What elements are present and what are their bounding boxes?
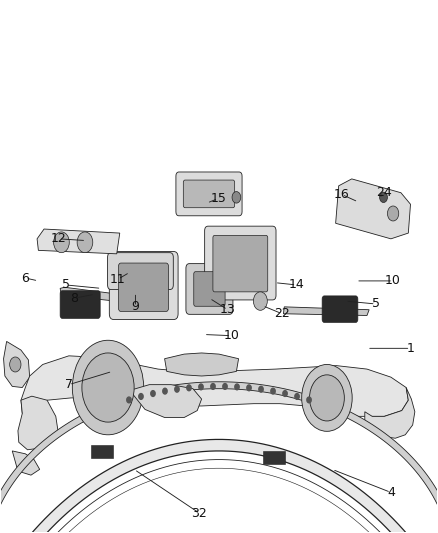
Polygon shape [12, 451, 40, 475]
Text: 24: 24 [376, 186, 392, 199]
FancyBboxPatch shape [184, 180, 235, 208]
Polygon shape [4, 342, 30, 387]
FancyBboxPatch shape [213, 236, 268, 292]
Circle shape [271, 388, 275, 394]
Polygon shape [18, 396, 58, 450]
Text: 22: 22 [274, 307, 290, 320]
Bar [262, 451, 285, 464]
Text: 14: 14 [289, 278, 304, 292]
Text: 16: 16 [334, 188, 350, 201]
Circle shape [223, 384, 227, 389]
Circle shape [77, 232, 93, 253]
Circle shape [127, 397, 131, 403]
Text: 9: 9 [131, 300, 139, 313]
Polygon shape [283, 307, 369, 316]
Text: 10: 10 [385, 274, 401, 287]
FancyBboxPatch shape [322, 296, 358, 322]
Polygon shape [365, 387, 415, 438]
Circle shape [82, 353, 134, 422]
Circle shape [302, 365, 352, 431]
Polygon shape [60, 287, 118, 301]
FancyBboxPatch shape [60, 290, 100, 318]
Circle shape [380, 192, 388, 203]
FancyBboxPatch shape [176, 172, 242, 216]
Text: 6: 6 [21, 271, 29, 285]
Text: 10: 10 [223, 329, 239, 342]
Text: 4: 4 [387, 486, 395, 499]
Circle shape [139, 393, 143, 399]
Circle shape [259, 386, 263, 392]
Text: 7: 7 [65, 378, 73, 391]
FancyBboxPatch shape [118, 263, 169, 311]
Circle shape [283, 391, 287, 397]
Bar [91, 445, 113, 458]
FancyBboxPatch shape [110, 252, 178, 319]
FancyBboxPatch shape [194, 272, 225, 306]
FancyBboxPatch shape [205, 226, 276, 300]
Text: 15: 15 [210, 192, 226, 205]
Circle shape [310, 375, 344, 421]
Circle shape [211, 384, 215, 389]
Text: 8: 8 [71, 292, 78, 305]
Circle shape [388, 206, 399, 221]
Text: 11: 11 [110, 273, 126, 286]
Circle shape [72, 340, 144, 435]
Polygon shape [21, 356, 408, 416]
FancyBboxPatch shape [186, 264, 233, 314]
Text: 5: 5 [372, 297, 380, 310]
Polygon shape [130, 385, 201, 417]
Circle shape [232, 191, 241, 203]
FancyBboxPatch shape [108, 253, 173, 289]
Circle shape [307, 397, 311, 403]
Circle shape [10, 357, 21, 372]
Text: 12: 12 [51, 232, 67, 245]
Polygon shape [165, 353, 239, 376]
Circle shape [53, 232, 69, 253]
Circle shape [295, 393, 299, 399]
Circle shape [253, 292, 267, 310]
Circle shape [199, 384, 203, 390]
Polygon shape [0, 382, 438, 522]
Circle shape [151, 391, 155, 397]
Text: 5: 5 [62, 278, 70, 292]
Circle shape [235, 384, 239, 390]
Circle shape [175, 386, 179, 392]
Polygon shape [0, 439, 438, 533]
Polygon shape [37, 229, 120, 254]
Circle shape [187, 385, 191, 391]
Text: 1: 1 [406, 342, 414, 355]
Circle shape [163, 388, 167, 394]
Polygon shape [336, 179, 410, 239]
Text: 13: 13 [220, 303, 236, 316]
Circle shape [247, 385, 251, 391]
Text: 32: 32 [191, 507, 207, 520]
